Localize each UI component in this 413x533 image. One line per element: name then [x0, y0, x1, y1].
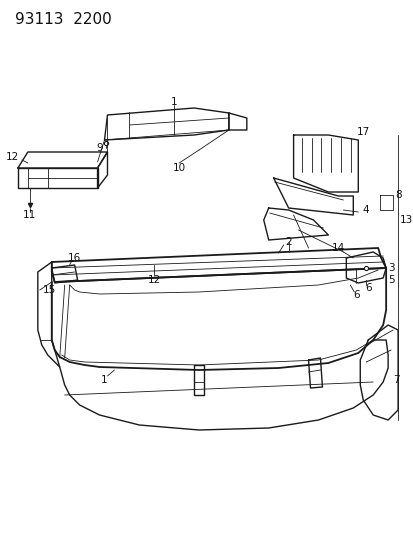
- Text: 15: 15: [43, 285, 56, 295]
- Text: 11: 11: [23, 210, 36, 220]
- Text: 5: 5: [387, 275, 394, 285]
- Text: 16: 16: [68, 253, 81, 263]
- Text: 13: 13: [399, 215, 412, 225]
- Text: 9: 9: [96, 143, 102, 153]
- Text: 14: 14: [331, 243, 344, 253]
- Text: 6: 6: [364, 283, 370, 293]
- Text: 17: 17: [356, 127, 369, 137]
- Text: 1: 1: [101, 375, 107, 385]
- Text: 93113  2200: 93113 2200: [15, 12, 112, 27]
- Text: 1: 1: [171, 97, 177, 107]
- Text: 6: 6: [352, 290, 359, 300]
- Text: 10: 10: [172, 163, 185, 173]
- Text: 7: 7: [392, 375, 399, 385]
- Text: 12: 12: [5, 152, 19, 162]
- Text: 2: 2: [285, 237, 291, 247]
- Text: 8: 8: [394, 190, 401, 200]
- Text: 12: 12: [147, 275, 161, 285]
- Text: 4: 4: [362, 205, 369, 215]
- Text: 3: 3: [387, 263, 394, 273]
